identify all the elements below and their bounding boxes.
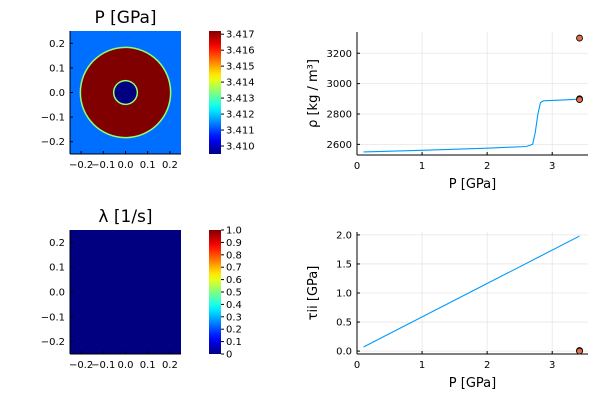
chart-0-x-tick-label: −0.2 [69, 160, 93, 171]
chart-2-y-tick-label: 0.2 [49, 238, 65, 249]
chart-0-colorbar-tick-label: 3.416 [226, 46, 255, 57]
chart-0-colorbar-tick-label: 3.411 [226, 126, 255, 137]
chart-2-x-tick-label: −0.2 [69, 360, 93, 371]
chart-1-y-tick-label: 3200 [327, 49, 352, 60]
chart-0-colorbar-tick-label: 3.410 [226, 142, 255, 153]
chart-2-y-tick-label: −0.1 [41, 312, 65, 323]
chart-2-colorbar-tick-label: 0.8 [226, 250, 242, 261]
chart-2-colorbar-tick-label: 1.0 [226, 226, 242, 237]
chart-2-colorbar-tick-label: 0 [226, 350, 232, 361]
chart-2-y-tick-label: 0.0 [49, 288, 65, 299]
chart-0-colorbar-tick-label: 3.415 [226, 62, 255, 73]
chart-1-x-tick-label: 0 [354, 161, 360, 172]
chart-3-y-label: τii [GPa] [306, 266, 321, 321]
chart-3-x-label: P [GPa] [449, 376, 496, 391]
chart-0-colorbar-tick-label: 3.413 [226, 94, 255, 105]
chart-2-colorbar-tick-label: 0.1 [226, 337, 242, 348]
chart-3-series-line-0 [363, 235, 580, 348]
chart-2-colorbar-tick-label: 0.9 [226, 238, 242, 249]
chart-0-x-tick-label: 0.2 [162, 160, 178, 171]
chart-2-colorbar-tick-label: 0.4 [226, 300, 242, 311]
chart-1-y-tick-label: 2600 [327, 140, 352, 151]
chart-0-inner-hole [114, 81, 137, 104]
chart-0-colorbar-tick-label: 3.414 [226, 78, 255, 89]
chart-2-title: λ [1/s] [98, 207, 152, 227]
chart-0-y-tick-label: 0.2 [49, 39, 65, 50]
chart-0-x-tick-label: 0.0 [118, 160, 134, 171]
chart-2-y-tick-label: 0.1 [49, 263, 65, 274]
chart-2-y-tick-label: −0.2 [41, 337, 65, 348]
chart-1-x-label: P [GPa] [449, 177, 496, 192]
chart-0-y-tick-label: 0.0 [49, 88, 65, 99]
chart-3-x-tick-label: 1 [419, 360, 425, 371]
chart-3-marker-point [576, 347, 583, 355]
chart-0-x-tick-label: 0.1 [140, 160, 156, 171]
chart-3-y-tick-label: 0.0 [336, 347, 352, 358]
chart-3-y-tick-label: 1.0 [336, 289, 352, 300]
chart-0-title: P [GPa] [95, 8, 157, 28]
chart-0-colorbar-tick-label: 3.412 [226, 110, 255, 121]
chart-3-x-tick-label: 3 [549, 360, 555, 371]
chart-0-x-tick-label: −0.1 [91, 160, 115, 171]
chart-2-x-tick-label: 0.1 [140, 360, 156, 371]
chart-1-marker-point [576, 96, 583, 103]
chart-2-colorbar-tick-label: 0.7 [226, 263, 242, 274]
chart-3-y-tick-label: 2.0 [336, 230, 352, 241]
chart-2-colorbar [209, 230, 221, 354]
chart-0-heatmap [70, 31, 181, 154]
chart-2-heatmap [70, 230, 181, 354]
chart-1-x-tick-label: 3 [549, 161, 555, 172]
chart-2-colorbar-tick-label: 0.3 [226, 312, 242, 323]
chart-2-colorbar-tick-label: 0.6 [226, 275, 242, 286]
chart-1-marker-point [576, 34, 583, 42]
chart-1-y-label: ρ [kg / m³] [306, 59, 321, 128]
chart-2-x-tick-label: −0.1 [91, 360, 115, 371]
chart-2-field [70, 230, 181, 354]
chart-1-series-line-0 [363, 98, 580, 153]
chart-3-x-tick-label: 2 [484, 360, 490, 371]
chart-0-y-tick-label: −0.1 [41, 113, 65, 124]
chart-2-colorbar-tick-label: 0.2 [226, 325, 242, 336]
chart-1-x-tick-label: 2 [484, 161, 490, 172]
chart-3-y-tick-label: 0.5 [336, 318, 352, 329]
chart-0-y-tick-label: −0.2 [41, 137, 65, 148]
chart-0-colorbar-tick-label: 3.417 [226, 30, 255, 41]
chart-1-y-tick-label: 3000 [327, 79, 352, 90]
chart-0-colorbar [209, 31, 221, 154]
chart-1-x-tick-label: 1 [419, 161, 425, 172]
chart-2-colorbar-tick-label: 0.5 [226, 288, 242, 299]
chart-3-y-tick-label: 1.5 [336, 259, 352, 270]
chart-2-x-tick-label: 0.2 [162, 360, 178, 371]
chart-1-y-tick-label: 2800 [327, 110, 352, 121]
chart-0-y-tick-label: 0.1 [49, 63, 65, 74]
chart-3-x-tick-label: 0 [354, 360, 360, 371]
chart-2-x-tick-label: 0.0 [118, 360, 134, 371]
